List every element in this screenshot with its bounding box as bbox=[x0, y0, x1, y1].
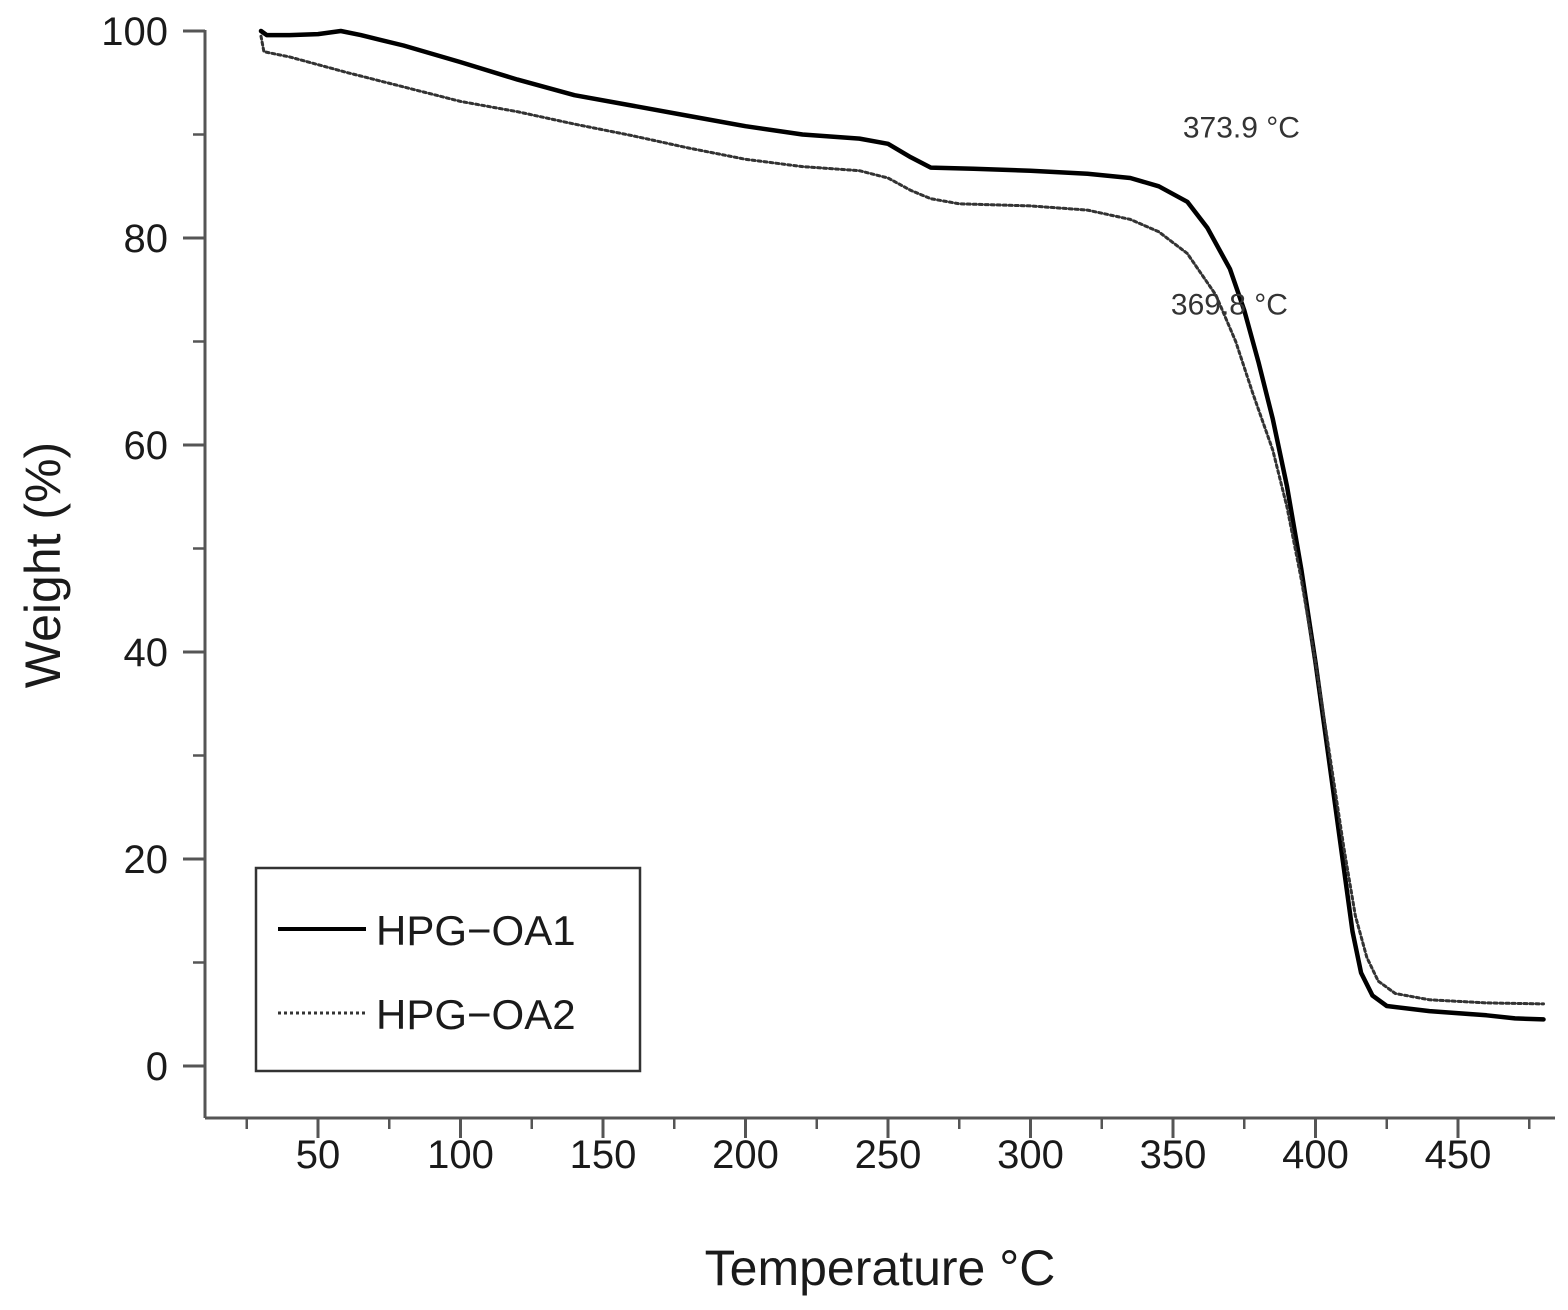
series-line-hpg-oa2 bbox=[259, 34, 1545, 1006]
x-tick-label: 250 bbox=[855, 1133, 922, 1177]
y-tick-label: 20 bbox=[124, 838, 169, 882]
legend-label-hpg-oa1: HPG−OA1 bbox=[376, 907, 576, 954]
y-tick-label: 100 bbox=[101, 10, 168, 54]
x-tick-label: 400 bbox=[1282, 1133, 1349, 1177]
x-axis-title: Temperature °C bbox=[705, 1240, 1056, 1296]
y-tick-label: 80 bbox=[124, 217, 169, 261]
series-line-hpg-oa1 bbox=[258, 28, 1546, 1022]
tick-labels: 50 100 150 200 250 300 350 400 450 0 20 40 60 80 100 bbox=[101, 10, 1491, 1177]
x-tick-label: 350 bbox=[1140, 1133, 1207, 1177]
annotation-onset-temp-2: 369.8 °C bbox=[1171, 289, 1288, 322]
axes bbox=[203, 30, 1555, 1120]
x-tick-label: 150 bbox=[570, 1133, 637, 1177]
ticks bbox=[183, 29, 1531, 1138]
legend-box bbox=[254, 866, 642, 1073]
y-axis-title: Weight (%) bbox=[15, 442, 71, 688]
y-tick-label: 60 bbox=[124, 424, 169, 468]
legend: HPG−OA1 HPG−OA2 bbox=[254, 866, 642, 1073]
annotation-onset-temp-1: 373.9 °C bbox=[1183, 112, 1300, 145]
x-tick-label: 200 bbox=[712, 1133, 779, 1177]
series-layer bbox=[258, 28, 1546, 1022]
x-tick-label: 100 bbox=[427, 1133, 494, 1177]
legend-label-hpg-oa2: HPG−OA2 bbox=[376, 991, 576, 1038]
x-tick-label: 50 bbox=[296, 1133, 341, 1177]
x-tick-label: 300 bbox=[997, 1133, 1064, 1177]
y-tick-label: 0 bbox=[146, 1045, 168, 1089]
x-tick-label: 450 bbox=[1425, 1133, 1492, 1177]
annotations-layer: 373.9 °C 369.8 °C bbox=[1171, 112, 1300, 322]
y-tick-label: 40 bbox=[124, 631, 169, 675]
